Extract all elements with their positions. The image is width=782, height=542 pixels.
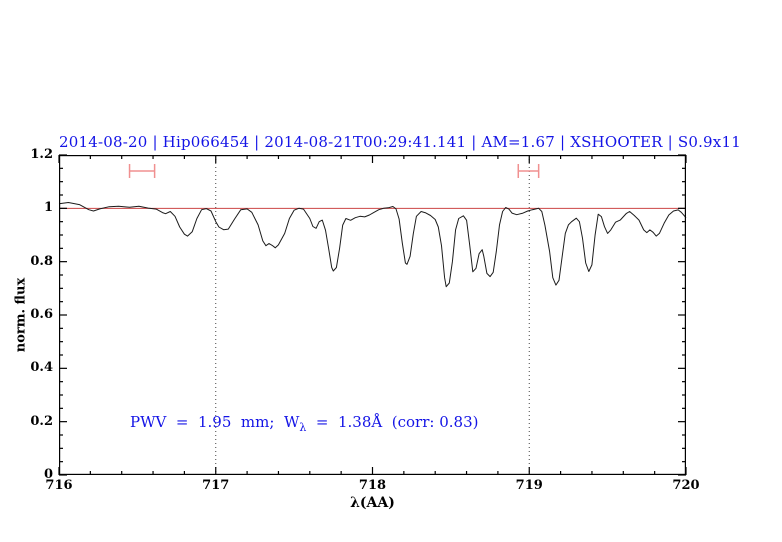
pwv-annotation: PWV = 1.95 mm; Wλ = 1.38Å (corr: 0.83) [130,413,478,434]
y-tick-label: 0.8 [30,253,53,269]
y-tick-label: 0.6 [30,307,53,322]
x-tick-label: 717 [202,478,230,493]
plot-area: 0 0.2 0.4 0.6 0.8 1 1.2 716 717 718 719 720 [30,147,699,493]
spectrum-line [58,202,687,288]
plot-frame [59,155,686,475]
y-axis-label: norm. flux [13,277,29,353]
plot-title: 2014-08-20 | Hip066454 | 2014-08-21T00:2… [59,133,741,151]
x-axis-label: λ(AA) [350,495,395,511]
x-tick-label: 716 [45,478,73,493]
pwv-annotation-lambda-subscript: λ [299,421,307,434]
x-tick-label: 720 [672,478,700,493]
y-tick-label: 1 [43,200,53,216]
y-tick-label: 0 [43,467,53,482]
plot-svg [58,154,687,476]
y-tick-label: 0.2 [30,413,53,429]
y-tick-label: 1.2 [30,147,53,162]
x-tick-label: 719 [515,478,543,493]
x-tick-label: 718 [358,478,387,493]
y-tick-label: 0.4 [30,360,53,376]
pwv-annotation-suffix: = 1.38Å (corr: 0.83) [306,413,479,431]
pwv-annotation-prefix: PWV = 1.95 mm; W [130,413,300,431]
